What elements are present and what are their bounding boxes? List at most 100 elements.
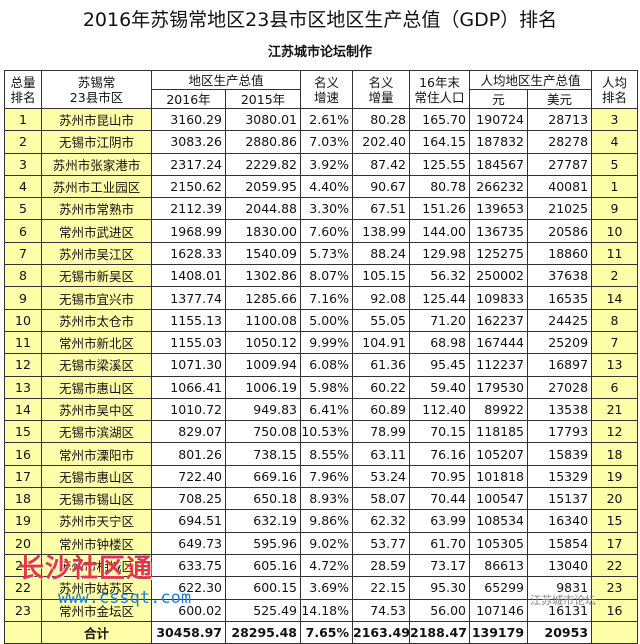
header-growth: 名义 增速 — [300, 70, 354, 109]
cell-population: 56.00 — [409, 598, 471, 622]
cell-per-capita-yuan: 184567 — [469, 152, 529, 176]
cell-per-capita-rank: 15 — [591, 509, 639, 533]
cell-population: 68.98 — [409, 330, 471, 355]
cell-growth: 14.18% — [300, 598, 354, 622]
cell-gdp-2015: 750.08 — [224, 420, 302, 444]
cell-per-capita-usd: 9831 — [527, 576, 593, 600]
cell-per-capita-rank: 17 — [591, 531, 639, 555]
cell-district: 苏州市太仓市 — [41, 308, 152, 332]
cell-increment: 138.99 — [352, 219, 411, 243]
cell-increment: 62.32 — [352, 509, 411, 533]
cell-district: 苏州市吴江区 — [41, 241, 152, 266]
cell-rank: 14 — [4, 397, 42, 422]
cell-per-capita-rank: 5 — [591, 152, 639, 176]
cell-per-capita-yuan: 89922 — [469, 397, 529, 422]
cell-gdp-2015: 1285.66 — [224, 286, 302, 310]
cell-per-capita-rank: 9 — [591, 197, 639, 221]
table-row: 23 常州市金坛区 600.02 525.49 14.18% 74.53 56.00 1071… — [4, 598, 639, 622]
cell-rank: 20 — [4, 531, 42, 555]
cell-increment: 104.91 — [352, 330, 411, 355]
cell-district: 苏州市昆山市 — [41, 107, 152, 132]
cell-per-capita-rank: 20 — [591, 487, 639, 511]
cell-rank: 9 — [4, 286, 42, 310]
cell-gdp-2015: 949.83 — [224, 397, 302, 422]
cell-gdp-2016: 1010.72 — [151, 397, 226, 422]
cell-rank: 12 — [4, 353, 42, 377]
cell-per-capita-usd: 16535 — [527, 286, 593, 310]
table-row: 4 苏州市工业园区 2150.62 2059.95 4.40% 90.67 80.78 266… — [4, 174, 639, 199]
cell-rank: 21 — [4, 553, 42, 578]
cell-increment: 60.89 — [352, 397, 411, 422]
table-row: 6 常州市武进区 1968.99 1830.00 7.60% 138.99 144.00 13… — [4, 219, 639, 243]
cell-increment: 67.51 — [352, 197, 411, 221]
cell-population: 61.70 — [409, 531, 471, 555]
cell-rank: 1 — [4, 107, 42, 132]
table-row: 2 无锡市江阴市 3083.26 2880.86 7.03% 202.40 164.15 18… — [4, 130, 639, 154]
cell-district: 无锡市滨湖区 — [41, 420, 152, 444]
total-increment: 2163.49 — [352, 620, 411, 644]
cell-growth: 3.69% — [300, 576, 354, 600]
header-2016: 2016年 — [151, 89, 226, 109]
gdp-ranking-table: 总量 排名 苏锡常 23县市区 地区生产总值 名义 增速 名义 增量 16年末 常住人口 … — [4, 70, 639, 644]
cell-per-capita-usd: 17793 — [527, 420, 593, 444]
cell-gdp-2016: 649.73 — [151, 531, 226, 555]
cell-gdp-2016: 1155.13 — [151, 308, 226, 332]
cell-gdp-2016: 2317.24 — [151, 152, 226, 176]
cell-population: 71.20 — [409, 308, 471, 332]
table-row: 1 苏州市昆山市 3160.29 3080.01 2.61% 80.28 165.70 190… — [4, 107, 639, 132]
cell-population: 151.26 — [409, 197, 471, 221]
cell-per-capita-yuan: 136735 — [469, 219, 529, 243]
cell-gdp-2016: 1968.99 — [151, 219, 226, 243]
cell-gdp-2016: 722.40 — [151, 464, 226, 489]
cell-per-capita-yuan: 266232 — [469, 174, 529, 199]
cell-gdp-2016: 2112.39 — [151, 197, 226, 221]
cell-per-capita-rank: 11 — [591, 241, 639, 266]
cell-increment: 61.36 — [352, 353, 411, 377]
cell-district: 苏州市工业园区 — [41, 174, 152, 199]
cell-per-capita-usd: 21025 — [527, 197, 593, 221]
total-2015: 28295.48 — [224, 620, 302, 644]
cell-gdp-2015: 1009.94 — [224, 353, 302, 377]
table-row: 15 无锡市滨湖区 829.07 750.08 10.53% 78.99 70.15 1181… — [4, 420, 639, 444]
total-per-capita-yuan: 139179 — [469, 620, 529, 644]
cell-gdp-2015: 605.16 — [224, 553, 302, 578]
cell-growth: 6.08% — [300, 353, 354, 377]
table-row: 7 苏州市吴江区 1628.33 1540.09 5.73% 88.24 129.98 125… — [4, 241, 639, 266]
header-district: 苏锡常 23县市区 — [41, 70, 152, 109]
table-body: 1 苏州市昆山市 3160.29 3080.01 2.61% 80.28 165.70 190… — [4, 107, 639, 622]
cell-gdp-2015: 3080.01 — [224, 107, 302, 132]
cell-growth: 8.07% — [300, 264, 354, 288]
cell-growth: 6.41% — [300, 397, 354, 422]
cell-gdp-2015: 650.18 — [224, 487, 302, 511]
cell-gdp-2016: 3160.29 — [151, 107, 226, 132]
cell-district: 常州市金坛区 — [41, 598, 152, 622]
header-yuan: 元 — [469, 89, 529, 109]
cell-population: 73.17 — [409, 553, 471, 578]
cell-rank: 3 — [4, 152, 42, 176]
cell-per-capita-rank: 23 — [591, 576, 639, 600]
cell-per-capita-rank: 3 — [591, 107, 639, 132]
cell-per-capita-usd: 15137 — [527, 487, 593, 511]
cell-increment: 90.67 — [352, 174, 411, 199]
total-row: 合计 30458.97 28295.48 7.65% 2163.49 2188.… — [4, 620, 639, 644]
cell-gdp-2016: 1377.74 — [151, 286, 226, 310]
cell-population: 76.16 — [409, 442, 471, 466]
cell-per-capita-rank: 16 — [591, 598, 639, 622]
cell-per-capita-yuan: 187832 — [469, 130, 529, 154]
cell-rank: 23 — [4, 598, 42, 622]
cell-increment: 28.59 — [352, 553, 411, 578]
cell-per-capita-yuan: 101818 — [469, 464, 529, 489]
cell-population: 144.00 — [409, 219, 471, 243]
cell-district: 苏州市常熟市 — [41, 197, 152, 221]
cell-per-capita-usd: 16340 — [527, 509, 593, 533]
cell-per-capita-yuan: 108534 — [469, 509, 529, 533]
cell-per-capita-yuan: 105305 — [469, 531, 529, 555]
table-row: 5 苏州市常熟市 2112.39 2044.88 3.30% 67.51 151.26 139… — [4, 197, 639, 221]
cell-district: 苏州市张家港市 — [41, 152, 152, 176]
cell-per-capita-usd: 28278 — [527, 130, 593, 154]
cell-population: 95.45 — [409, 353, 471, 377]
header-per-capita-rank: 人均 排名 — [591, 70, 639, 109]
cell-population: 56.32 — [409, 264, 471, 288]
table-row: 11 常州市新北区 1155.03 1050.12 9.99% 104.91 68.98 16… — [4, 330, 639, 355]
cell-per-capita-usd: 13040 — [527, 553, 593, 578]
